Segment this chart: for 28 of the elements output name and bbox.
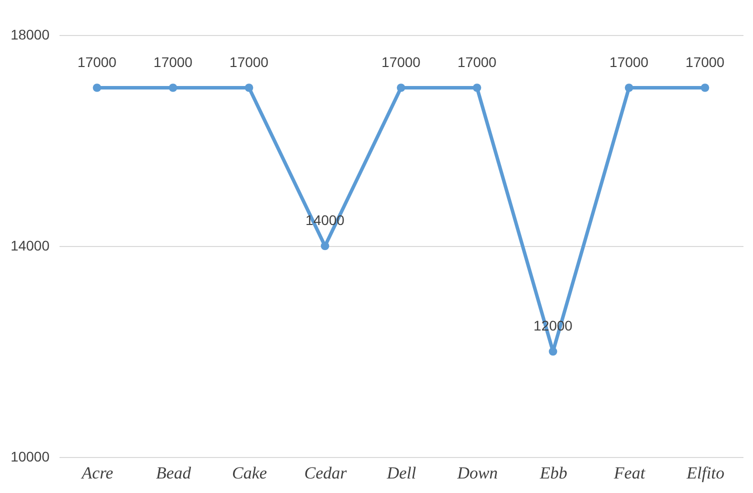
x-tick-label: Dell [386, 464, 416, 482]
x-tick-label: Ebb [538, 464, 568, 482]
x-tick-label: Down [456, 464, 498, 482]
data-label: 17000 [458, 54, 497, 70]
data-label: 17000 [78, 54, 117, 70]
x-tick-label: Bead [156, 464, 192, 482]
x-tick-label: Cake [232, 464, 268, 482]
y-tick-label: 10000 [10, 448, 50, 464]
point [548, 347, 558, 356]
data-label: 17000 [686, 54, 725, 70]
data-label: 17000 [610, 54, 649, 70]
x-tick-label: Acre [80, 464, 114, 482]
point [320, 242, 330, 250]
data-label: 17000 [382, 54, 421, 70]
point [168, 84, 178, 92]
point [92, 84, 102, 92]
x-tick-label: Cedar [304, 464, 348, 482]
point [700, 84, 710, 92]
data-label: 17000 [230, 54, 269, 70]
x-tick-label: Feat [612, 464, 646, 482]
x-tick-label: Elfito [686, 464, 724, 482]
y-tick-label: 14000 [10, 238, 50, 254]
point [244, 84, 254, 92]
point [472, 84, 482, 92]
y-tick-label: 18000 [10, 26, 50, 42]
point [396, 84, 406, 92]
point [624, 84, 634, 92]
data-label: 17000 [154, 54, 193, 70]
